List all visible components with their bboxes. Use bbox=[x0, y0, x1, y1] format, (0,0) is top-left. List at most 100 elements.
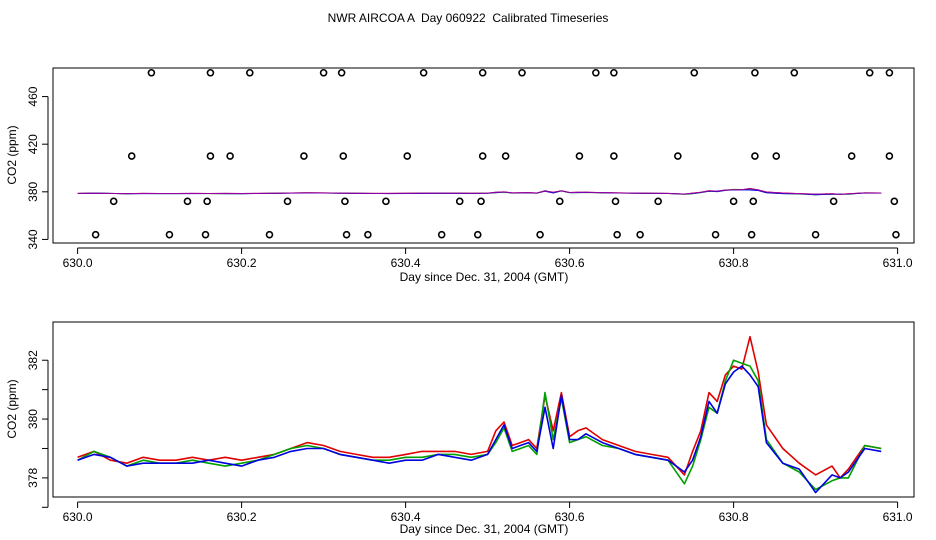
x-tick-label: 630.8 bbox=[719, 256, 749, 270]
calibration-point bbox=[636, 230, 644, 239]
calibration-point bbox=[91, 230, 100, 239]
x-tick-label: 630.6 bbox=[555, 510, 585, 524]
y-tick-label: 380 bbox=[26, 409, 40, 429]
calibration-point bbox=[203, 197, 211, 206]
calibration-point bbox=[592, 68, 600, 77]
calibration-point bbox=[478, 152, 487, 160]
calibration-point bbox=[729, 197, 738, 206]
x-tick-label: 630.0 bbox=[63, 256, 93, 270]
calibration-point bbox=[473, 230, 482, 239]
y-tick-label: 460 bbox=[26, 86, 40, 106]
series-line-purple bbox=[77, 187, 882, 195]
calibration-point bbox=[477, 197, 485, 206]
calibration-point bbox=[455, 197, 464, 206]
x-tick-label: 631.0 bbox=[883, 256, 913, 270]
calibration-point bbox=[341, 197, 349, 206]
calibration-point bbox=[847, 152, 856, 160]
calibration-timeseries-panel: 630.0 630.2 630.4 630.6 630.8 631.0 340 380 420… bbox=[5, 67, 915, 284]
calibration-point bbox=[382, 197, 390, 206]
x-tick-label: 630.2 bbox=[227, 256, 257, 270]
calibration-point bbox=[265, 230, 274, 239]
calibration-points-layer bbox=[91, 68, 900, 239]
calibration-point bbox=[165, 230, 174, 239]
calibration-point bbox=[885, 68, 894, 77]
calibration-point bbox=[555, 197, 564, 206]
calibration-point bbox=[790, 68, 799, 77]
calibration-point bbox=[478, 68, 487, 77]
calibration-point bbox=[654, 197, 662, 206]
calibration-point bbox=[811, 230, 820, 239]
calibration-point bbox=[865, 68, 874, 77]
series-line-red bbox=[77, 335, 882, 479]
calibration-point bbox=[339, 152, 348, 160]
series-line-green bbox=[77, 359, 882, 491]
x-tick-label: 630.4 bbox=[391, 256, 421, 270]
plot-frame bbox=[52, 321, 915, 498]
x-tick-label: 630.8 bbox=[719, 510, 749, 524]
series-line-blue bbox=[77, 365, 882, 494]
x-tick-label: 630.6 bbox=[555, 256, 585, 270]
calibration-point bbox=[226, 152, 234, 160]
x-axis: 630.0 630.2 630.4 630.6 630.8 631.0 bbox=[63, 247, 913, 270]
ambient-co2-panel: 630.0 630.2 630.4 630.6 630.8 631.0 378 380 382… bbox=[5, 321, 915, 536]
calibration-point bbox=[437, 230, 446, 239]
calibration-point bbox=[751, 68, 759, 77]
y-axis-label: CO2 (ppm) bbox=[5, 379, 19, 438]
calibration-point bbox=[206, 152, 215, 160]
calibration-point bbox=[829, 197, 838, 206]
ambient-series-layer bbox=[77, 187, 882, 196]
calibration-point bbox=[419, 68, 428, 77]
calibration-point bbox=[283, 197, 292, 206]
y-tick-label: 380 bbox=[26, 181, 40, 201]
calibration-point bbox=[127, 152, 136, 160]
x-tick-label: 630.0 bbox=[63, 510, 93, 524]
y-tick-label: 420 bbox=[26, 134, 40, 154]
page-title: NWR AIRCOA A Day 060922 Calibrated Times… bbox=[328, 11, 609, 25]
x-tick-label: 631.0 bbox=[883, 510, 913, 524]
calibration-point bbox=[300, 152, 308, 160]
calibration-point bbox=[342, 230, 351, 239]
calibration-point bbox=[749, 197, 758, 206]
calibration-point bbox=[610, 152, 618, 160]
calibration-point bbox=[575, 152, 584, 160]
y-axis: 378 380 382 bbox=[26, 350, 49, 508]
calibration-point bbox=[319, 68, 328, 77]
y-tick-label: 382 bbox=[26, 350, 40, 370]
calibration-point bbox=[518, 68, 526, 77]
y-tick-label: 378 bbox=[26, 468, 40, 488]
calibration-point bbox=[337, 68, 346, 77]
calibration-point bbox=[183, 197, 192, 206]
calibration-point bbox=[892, 230, 900, 239]
calibration-point bbox=[747, 230, 756, 239]
calibration-point bbox=[885, 152, 894, 160]
calibration-point bbox=[690, 68, 699, 77]
calibration-point bbox=[611, 197, 620, 206]
calibration-point bbox=[501, 152, 510, 160]
calibration-point bbox=[109, 197, 118, 206]
x-axis: 630.0 630.2 630.4 630.6 630.8 631.0 bbox=[63, 501, 913, 524]
series-layer bbox=[77, 335, 882, 494]
calibration-point bbox=[536, 230, 544, 239]
y-axis-label: CO2 (ppm) bbox=[5, 125, 19, 184]
x-tick-label: 630.2 bbox=[227, 510, 257, 524]
calibration-point bbox=[751, 152, 759, 160]
calibration-point bbox=[364, 230, 372, 239]
x-tick-label: 630.4 bbox=[391, 510, 421, 524]
calibration-point bbox=[201, 230, 210, 239]
calibration-point bbox=[610, 68, 618, 77]
x-axis-label: Day since Dec. 31, 2004 (GMT) bbox=[400, 270, 569, 284]
calibration-point bbox=[246, 68, 254, 77]
calibration-point bbox=[674, 152, 682, 160]
calibration-point bbox=[403, 152, 412, 160]
calibration-point bbox=[206, 68, 215, 77]
calibration-point bbox=[711, 230, 720, 239]
x-axis-label: Day since Dec. 31, 2004 (GMT) bbox=[400, 522, 569, 536]
y-axis: 340 380 420 460 bbox=[26, 86, 49, 249]
calibration-point bbox=[772, 152, 781, 160]
plot-frame bbox=[52, 67, 915, 244]
calibration-point bbox=[890, 197, 899, 206]
calibration-point bbox=[613, 230, 621, 239]
y-tick-label: 340 bbox=[26, 229, 40, 249]
calibration-point bbox=[147, 68, 156, 77]
